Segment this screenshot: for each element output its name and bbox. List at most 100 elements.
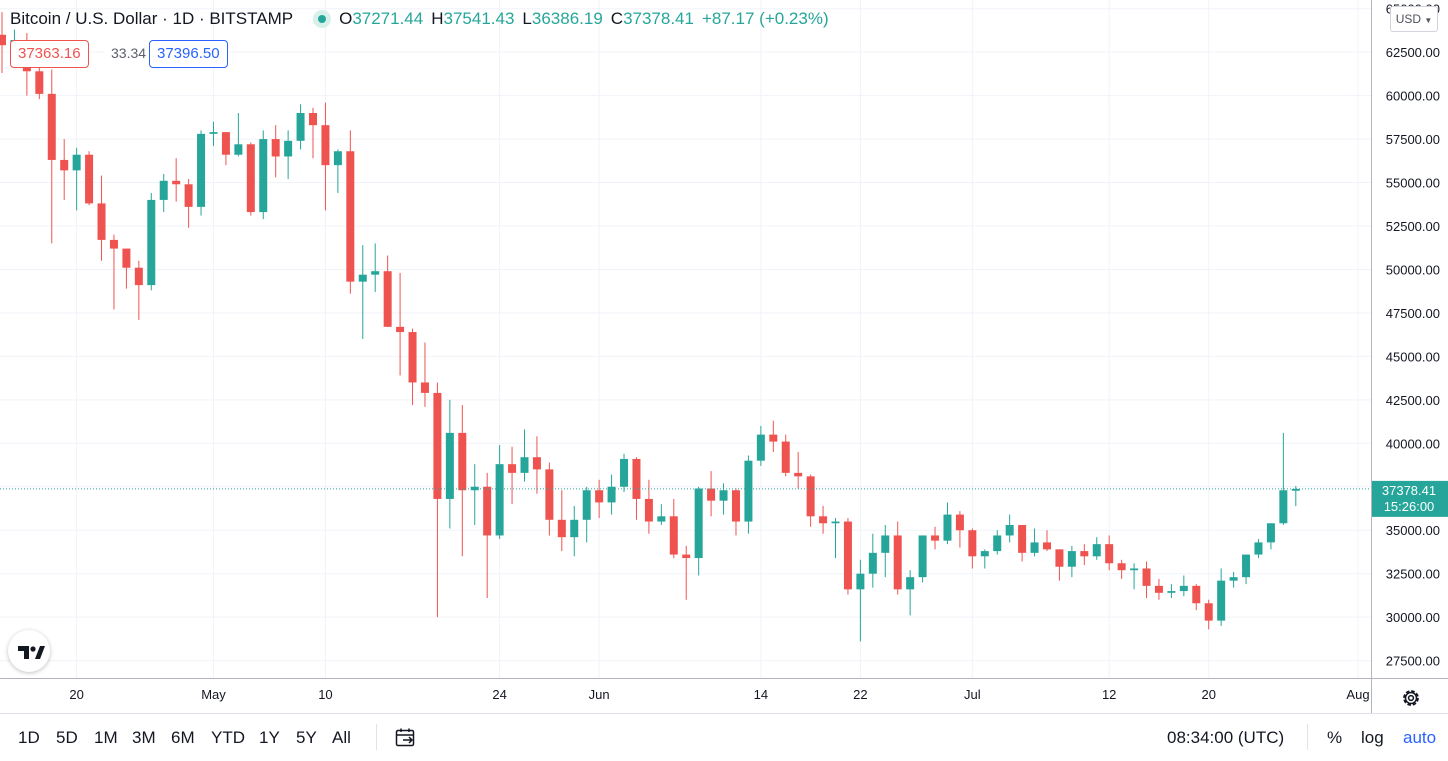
candle xyxy=(607,474,616,515)
candle-body xyxy=(1142,568,1151,586)
candle-body xyxy=(644,498,653,522)
range-5y-button[interactable]: 5Y xyxy=(296,728,317,747)
range-6m-button[interactable]: 6M xyxy=(171,728,195,747)
candle-body xyxy=(1179,585,1188,592)
candle-body xyxy=(309,113,318,126)
candle xyxy=(358,245,367,339)
candle-body xyxy=(1254,542,1263,555)
time-axis[interactable]: 20 May 10 24 Jun 14 22 Jul 12 20 Aug xyxy=(69,687,1369,702)
candle-body xyxy=(545,469,554,520)
candle xyxy=(1018,525,1027,562)
candle xyxy=(72,147,81,211)
price-tick-label: 30000.00 xyxy=(1386,610,1440,625)
candle-body xyxy=(371,271,380,275)
candle-body xyxy=(134,267,143,286)
candle xyxy=(396,272,405,376)
time-tick-label: 24 xyxy=(492,687,506,702)
date-range-icon[interactable] xyxy=(394,726,418,750)
currency-select[interactable]: USD ▼ xyxy=(1390,6,1438,32)
price-axis[interactable]: 27500.0030000.0032500.0035000.0037500.00… xyxy=(1386,2,1440,669)
gear-icon[interactable] xyxy=(1399,686,1423,710)
symbol-title[interactable]: Bitcoin / U.S. Dollar · 1D · BITSTAMP xyxy=(10,9,294,28)
range-all-button[interactable]: All xyxy=(332,728,351,747)
candle xyxy=(97,175,106,261)
candle-body xyxy=(122,248,131,268)
candle xyxy=(309,107,318,159)
candle-body xyxy=(582,490,591,520)
candle-body xyxy=(109,239,118,249)
candle-body xyxy=(259,139,268,213)
candle-body xyxy=(1229,577,1238,581)
candle xyxy=(1229,571,1238,588)
low-value: 36386.19 xyxy=(531,9,603,28)
range-3m-button[interactable]: 3M xyxy=(132,728,156,747)
candle xyxy=(1142,561,1151,599)
candle-body xyxy=(85,154,94,204)
candle xyxy=(893,521,902,595)
candle-body xyxy=(0,34,6,46)
candle xyxy=(806,474,815,527)
candle xyxy=(221,132,230,166)
candle xyxy=(620,453,629,492)
price-tick-label: 40000.00 xyxy=(1386,436,1440,451)
candle xyxy=(147,192,156,291)
percent-scale-toggle[interactable]: % xyxy=(1327,728,1343,747)
range-5d-button[interactable]: 5D xyxy=(56,728,78,747)
candle xyxy=(470,464,479,526)
candle xyxy=(731,488,740,536)
candle-body xyxy=(358,274,367,282)
candle-body xyxy=(906,577,915,590)
high-label: H xyxy=(431,9,444,28)
candle xyxy=(1167,584,1176,599)
candle-body xyxy=(918,535,927,578)
candle xyxy=(856,559,865,642)
market-status-icon[interactable] xyxy=(313,10,332,28)
candle-body xyxy=(744,460,753,522)
candle xyxy=(868,533,877,588)
candle-body xyxy=(819,516,828,524)
candle xyxy=(694,486,703,576)
price-chart[interactable]: 27500.0030000.0032500.0035000.0037500.00… xyxy=(0,0,1448,713)
price-tick-label: 32500.00 xyxy=(1386,567,1440,582)
candle xyxy=(134,260,143,320)
candle-body xyxy=(197,133,206,207)
time-tick-label: 20 xyxy=(1201,687,1215,702)
utc-clock[interactable]: 08:34:00 (UTC) xyxy=(1167,728,1285,747)
candle-body xyxy=(1167,591,1176,593)
candle xyxy=(769,420,778,452)
open-label: O xyxy=(339,9,353,28)
candle xyxy=(458,405,467,557)
candle xyxy=(284,130,293,180)
candle-body xyxy=(707,488,716,501)
candle xyxy=(495,445,504,539)
candle xyxy=(296,104,305,150)
candle xyxy=(1291,486,1300,507)
price-tick-label: 55000.00 xyxy=(1386,176,1440,191)
candle xyxy=(420,342,429,407)
candle xyxy=(1192,584,1201,611)
tradingview-logo-icon[interactable] xyxy=(8,630,50,672)
time-tick-label: Jul xyxy=(964,687,981,702)
range-1m-button[interactable]: 1M xyxy=(94,728,118,747)
candle-body xyxy=(756,434,765,461)
time-tick-label: 10 xyxy=(318,687,332,702)
candle xyxy=(756,425,765,466)
candle-body xyxy=(595,490,604,503)
time-tick-label: 12 xyxy=(1102,687,1116,702)
price-tick-label: 57500.00 xyxy=(1386,132,1440,147)
price-tick-label: 42500.00 xyxy=(1386,393,1440,408)
range-1d-button[interactable]: 1D xyxy=(18,728,40,747)
sell-price-button[interactable]: 37363.16 xyxy=(10,40,89,68)
candle xyxy=(1130,563,1139,590)
auto-scale-toggle[interactable]: auto xyxy=(1403,728,1437,747)
candle-body xyxy=(408,332,417,383)
buy-price-button[interactable]: 37396.50 xyxy=(149,40,228,68)
candle-body xyxy=(159,180,168,200)
candle xyxy=(931,526,940,550)
range-1y-button[interactable]: 1Y xyxy=(259,728,280,747)
candle xyxy=(545,462,554,536)
range-ytd-button[interactable]: YTD xyxy=(211,728,245,747)
candle xyxy=(881,525,890,578)
candle xyxy=(918,535,927,583)
log-scale-toggle[interactable]: log xyxy=(1361,728,1384,747)
